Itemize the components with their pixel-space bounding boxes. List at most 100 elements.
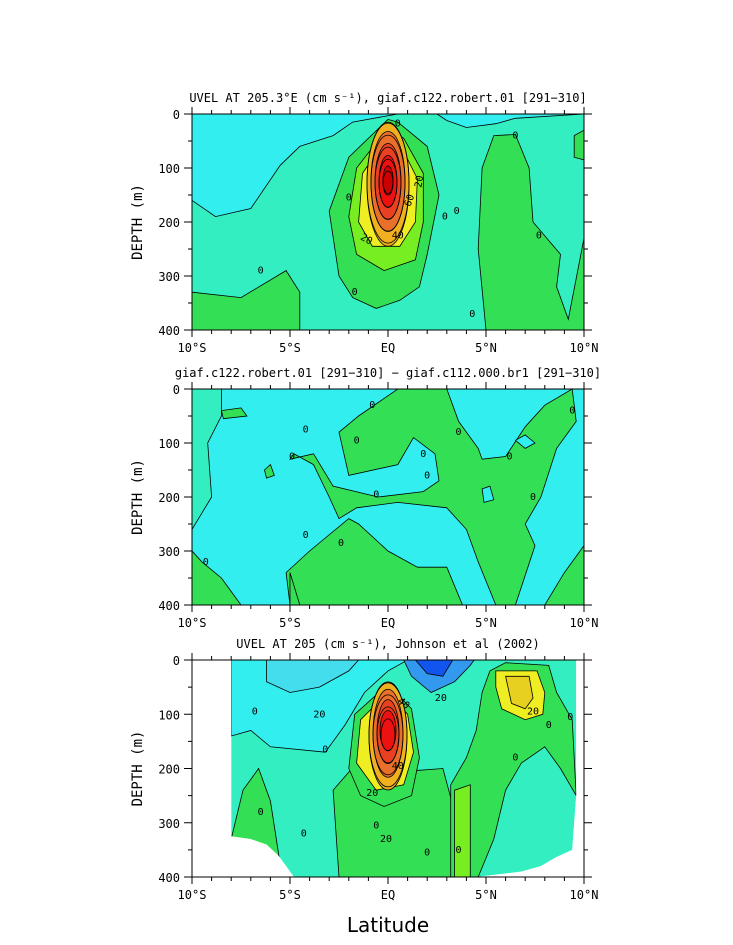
- panel-title: UVEL AT 205.3°E (cm s⁻¹), giaf.c122.robe…: [189, 91, 586, 105]
- contour-label: 0: [301, 829, 307, 840]
- contour-label: 0: [373, 489, 379, 500]
- contour-label: 0: [258, 807, 264, 818]
- diff-blob: [264, 463, 275, 479]
- y-tick-label: 300: [158, 817, 180, 831]
- diff-region-sw: [192, 550, 242, 605]
- contour-label: 0: [303, 530, 309, 541]
- no-data-east: [476, 660, 584, 877]
- contour-label: 20: [366, 788, 378, 799]
- x-tick-label: EQ: [381, 888, 395, 902]
- contour-label: 20: [435, 693, 447, 704]
- x-tick-label: 10°S: [178, 341, 207, 355]
- contour-label: 0: [352, 287, 358, 298]
- contour-label: 0: [456, 845, 462, 856]
- euc-contour-line: [366, 122, 410, 244]
- euc-contour-line: [382, 170, 394, 196]
- contour-label: 0: [507, 452, 513, 463]
- euc-contour-line: [374, 146, 402, 220]
- contour-label: 0: [395, 119, 401, 130]
- diff-blob: [220, 407, 248, 420]
- contour-label: 0: [346, 193, 352, 204]
- contour-label: 20: [358, 232, 374, 248]
- positive-region-sw: [192, 270, 301, 330]
- contour-label: 0: [454, 206, 460, 217]
- y-tick-label: 400: [158, 324, 180, 338]
- x-tick-label: 10°N: [570, 341, 599, 355]
- contour-label: 0: [424, 848, 430, 859]
- y-tick-label: 0: [173, 108, 180, 122]
- contour-label: 0: [338, 538, 344, 549]
- y-tick-label: 300: [158, 270, 180, 284]
- green-east: [450, 662, 577, 877]
- y-tick-label: 100: [158, 708, 180, 722]
- contour-label: 0: [258, 266, 264, 277]
- contour-label: 0: [546, 720, 552, 731]
- euc-70: [382, 165, 394, 195]
- panel-title: giaf.c122.robert.01 [291−310] − giaf.c11…: [175, 366, 601, 380]
- yellow-east-core: [505, 675, 534, 710]
- y-tick-label: 100: [158, 437, 180, 451]
- x-tick-label: 5°S: [279, 888, 301, 902]
- y-tick-label: 400: [158, 871, 180, 885]
- x-tick-label: EQ: [381, 616, 395, 630]
- contour-label: 0: [373, 820, 379, 831]
- contour-label: 20: [527, 707, 539, 718]
- negative-region-east: [436, 114, 584, 128]
- y-tick-label: 200: [158, 216, 180, 230]
- euc-contour-line: [372, 694, 404, 776]
- contour-label: 0: [420, 449, 426, 460]
- contour-label: 40: [392, 761, 404, 772]
- panel-2-contour-fills: [192, 389, 584, 605]
- panel-2-axes: 0 100 200 300 400 10°S 5°S EQ 5°N 10°N DEPTH (m) gi…: [130, 366, 601, 630]
- contour-label: 0: [289, 452, 295, 463]
- contour-label: 20: [380, 834, 392, 845]
- euc-contour-line: [370, 134, 406, 232]
- euc-contour-line: [378, 158, 398, 208]
- y-tick-label: 100: [158, 162, 180, 176]
- contour-label: 0: [369, 400, 375, 411]
- contour-label: 0: [354, 435, 360, 446]
- contour-label: 0: [442, 212, 448, 223]
- y-tick-label: 200: [158, 763, 180, 777]
- contour-label: 0: [203, 557, 209, 568]
- diff-region-se: [544, 544, 584, 605]
- y-tick-label: 200: [158, 491, 180, 505]
- contour-label: 60: [403, 193, 417, 208]
- y-tick-label: 0: [173, 654, 180, 668]
- contour-label: 0: [424, 470, 430, 481]
- contour-label: 0: [303, 425, 309, 436]
- contour-label: 40: [392, 231, 404, 242]
- contour-label: 0: [569, 406, 575, 417]
- contour-label: 20: [313, 709, 325, 720]
- diff-blob: [514, 434, 536, 449]
- x-tick-label: 5°N: [475, 888, 497, 902]
- y-axis-label: DEPTH (m): [130, 184, 146, 260]
- diff-region-south: [285, 518, 463, 605]
- contour-label: 0: [322, 745, 328, 756]
- x-tick-label: 5°N: [475, 341, 497, 355]
- panel-1-contour-fills: [192, 114, 584, 330]
- y-axis-label: DEPTH (m): [130, 459, 146, 535]
- diff-region-central: [289, 389, 577, 605]
- no-data-west: [192, 660, 294, 877]
- panel-title: UVEL AT 205 (cm s⁻¹), Johnson et al (200…: [236, 637, 539, 651]
- negative-region-west: [192, 114, 398, 218]
- contour-label: 0: [512, 131, 518, 142]
- diff-blob: [481, 485, 495, 503]
- lime-column: [454, 784, 471, 877]
- x-axis-label: Latitude: [347, 913, 429, 937]
- euc-contour-line: [376, 706, 400, 764]
- y-tick-label: 300: [158, 545, 180, 559]
- x-tick-label: 5°S: [279, 616, 301, 630]
- contour-label: 0: [469, 309, 475, 320]
- contour-label: 0: [536, 231, 542, 242]
- negative-west-core: [266, 660, 360, 693]
- contour-label: 0: [567, 712, 573, 723]
- x-tick-label: 10°N: [570, 888, 599, 902]
- x-tick-label: 10°S: [178, 888, 207, 902]
